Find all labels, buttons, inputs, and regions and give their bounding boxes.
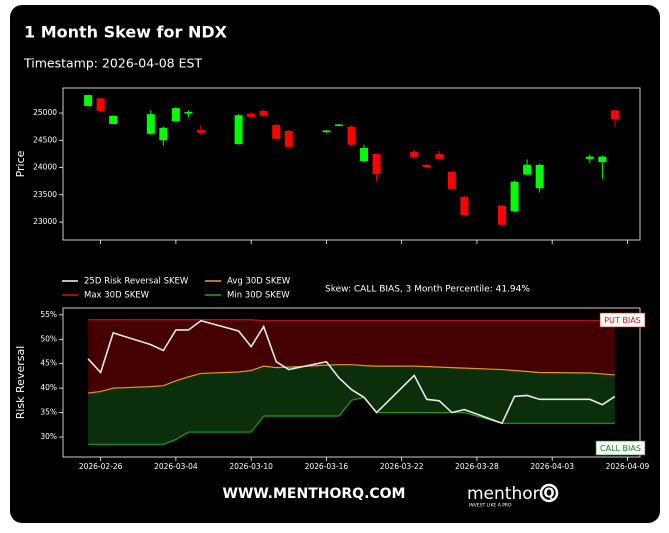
candle-body — [535, 164, 544, 189]
series-line — [88, 396, 615, 445]
candle-body — [585, 156, 594, 159]
call-bias-area — [88, 364, 615, 445]
candle-body — [159, 127, 168, 141]
x-tick-label: 2026-03-22 — [380, 462, 424, 471]
y-tick-label: 35% — [40, 408, 57, 417]
put-bias-area — [88, 319, 615, 394]
plot-frame — [62, 87, 641, 241]
y-tick-label: 24500 — [33, 135, 57, 144]
y-tick-label: 23500 — [33, 190, 57, 199]
candle-body — [372, 153, 381, 175]
legend-label: Min 30D SKEW — [227, 291, 290, 301]
y-tick-label: 23000 — [33, 217, 57, 226]
logo-ring — [539, 483, 559, 503]
y-tick-label: 45% — [40, 359, 57, 368]
y-tick-label: 40% — [40, 383, 57, 392]
candle-body — [272, 125, 281, 139]
candle-body — [171, 108, 180, 122]
y-tick-label: 30% — [40, 432, 57, 441]
candle-body — [284, 131, 293, 147]
series-line — [88, 319, 615, 322]
candle-body — [347, 126, 356, 145]
candle-body — [234, 115, 243, 145]
x-tick-label: 2026-02-26 — [79, 462, 123, 471]
x-tick-label: 2026-03-28 — [455, 462, 499, 471]
candle-body — [435, 153, 444, 159]
bias-box — [599, 312, 646, 328]
candle-body — [184, 111, 193, 114]
candle-body — [510, 181, 519, 212]
candle-body — [322, 130, 331, 133]
candle-body — [146, 114, 155, 134]
candle-body — [610, 110, 619, 120]
skew-annotation: Skew: CALL BIAS, 3 Month Percentile: 41.… — [325, 285, 530, 295]
x-tick-label: 2026-03-04 — [154, 462, 198, 471]
candle-body — [410, 151, 419, 158]
x-tick-label: 2026-03-10 — [229, 462, 273, 471]
y-tick-label: 24000 — [33, 163, 57, 172]
timestamp: Timestamp: 2026-04-08 EST — [23, 56, 202, 71]
series-line — [87, 319, 616, 425]
x-tick-label: 2026-03-16 — [305, 462, 349, 471]
candle-body — [259, 110, 268, 116]
candle-body — [498, 205, 507, 225]
candle-body — [84, 95, 93, 106]
plot-frame — [62, 307, 641, 458]
bias-label: CALL BIAS — [600, 444, 641, 453]
y-tick-label: 25000 — [33, 108, 57, 117]
candle-body — [460, 196, 469, 215]
y-tick-label: 55% — [40, 310, 57, 319]
x-tick-label: 2026-04-03 — [530, 462, 574, 471]
legend-label: Avg 30D SKEW — [227, 277, 291, 287]
tagline: INVEST LIKE A PRO — [469, 503, 512, 509]
logo-mark: Q — [543, 487, 554, 502]
candle-body — [598, 156, 607, 163]
candle-body — [447, 171, 456, 189]
candle-body — [523, 164, 532, 175]
y-tick-label: 50% — [40, 334, 57, 343]
y-axis-label: Price — [14, 150, 27, 177]
candle-body — [422, 164, 431, 167]
y-axis-label: Risk Reversal — [14, 346, 27, 420]
candle-body — [334, 124, 343, 127]
legend-label: 25D Risk Reversal SKEW — [84, 277, 189, 287]
logo-text: menthor — [467, 484, 540, 504]
x-tick-label: 2026-04-09 — [606, 462, 650, 471]
bias-label: PUT BIAS — [604, 316, 641, 325]
candle-body — [196, 129, 205, 133]
title: 1 Month Skew for NDX — [24, 23, 228, 42]
site-url: WWW.MENTHORQ.COM — [223, 486, 406, 502]
candle-body — [247, 113, 256, 117]
candle-body — [109, 115, 118, 124]
card — [10, 5, 660, 523]
series-line — [88, 364, 615, 394]
candle-body — [360, 147, 369, 162]
candle-body — [96, 98, 105, 111]
legend-label: Max 30D SKEW — [84, 291, 150, 301]
bias-box — [595, 440, 646, 456]
